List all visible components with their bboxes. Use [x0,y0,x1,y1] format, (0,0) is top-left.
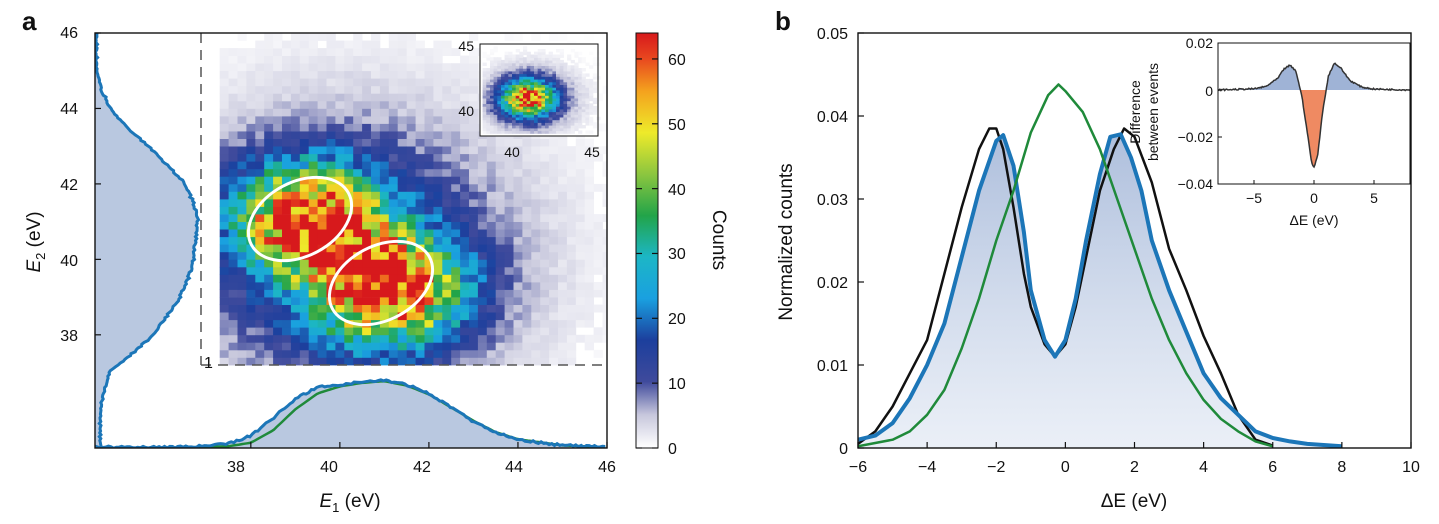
inset-negative-fill [1218,90,1410,167]
b-ytick-label: 0.03 [817,192,848,209]
corner-label: 1 [204,355,213,372]
b-xlabel: ΔE (eV) [1101,491,1168,512]
a-xlabel: E1 (eV) [319,491,380,515]
inset-b-ytick-0.02: 0.02 [1186,35,1213,51]
inset-heatmap-pixels [482,46,601,134]
inset-b-ytick-0: 0 [1205,83,1213,99]
b-ytick-label: 0.04 [817,109,848,126]
cb-tick-20: 20 [668,311,686,328]
b-ylabel: Normalized counts [776,163,797,320]
blue-series-fill [858,134,1342,448]
cb-tick-60: 60 [668,52,686,69]
a-ytick-38: 38 [60,328,78,345]
a-xtick-44: 44 [505,459,523,476]
marginal-y-fill [95,33,199,448]
inset-difference-curve [1218,62,1410,169]
a-xtick-46: 46 [598,459,616,476]
green-series-line [858,83,1274,448]
b-ytick-label: 0.05 [817,26,848,43]
inset-a-ytick-45: 45 [458,38,474,54]
panel-b-series [858,83,1343,448]
panel-a-tickmarks [95,32,608,448]
inset-b-ytick-neg0.02: −0.02 [1178,129,1214,145]
b-xtick-label: 10 [1402,459,1420,476]
a-xtick-40: 40 [320,459,338,476]
cluster-contour-upper [246,175,354,263]
panel-a-axes [94,32,608,449]
panel-a-label: a [22,6,37,36]
colorbar-tickmarks [636,58,658,449]
inset-b-ytick-neg0.04: −0.04 [1178,176,1214,192]
inset-a-xtick-45: 45 [584,144,600,160]
inset-b-xtick-neg5: −5 [1246,190,1262,206]
a-ytick-44: 44 [60,101,78,118]
a-ylabel: E2 (eV) [24,211,48,272]
cb-tick-50: 50 [668,117,686,134]
b-ytick-label: 0.02 [817,275,848,292]
b-xtick-label: 0 [1061,459,1070,476]
inset-b-ylabel-line2: between events [1145,63,1161,161]
marginal-x-fill [95,379,607,448]
b-xtick-label: 8 [1337,459,1346,476]
cb-tick-40: 40 [668,182,686,199]
cb-tick-30: 30 [668,246,686,263]
panel-b-label: b [775,6,791,36]
inset-a-xtick-40: 40 [504,144,520,160]
cluster-contour-lower [327,239,435,327]
panel-b-ticks: −6 −4 −2 0 2 4 6 8 10 0 0.01 0.02 0.03 0.04 0.05 [817,26,1420,476]
blue-series-line [858,132,1343,448]
a-xtick-38: 38 [227,459,245,476]
a-ytick-40: 40 [60,253,78,270]
a-ytick-42: 42 [60,177,78,194]
colorbar-label: Counts [708,210,729,270]
marginal-x-blue-line [95,378,606,448]
b-xtick-label: −2 [987,459,1005,476]
a-ytick-46: 46 [60,25,78,42]
inset-a-ytick-40: 40 [458,103,474,119]
inset-b-ylabel-line1: Difference [1127,80,1143,144]
b-xtick-label: 6 [1268,459,1277,476]
b-xtick-label: 4 [1199,459,1208,476]
b-xtick-label: 2 [1130,459,1139,476]
inset-b-ticks [1218,42,1375,185]
cb-tick-10: 10 [668,376,686,393]
inset-b-xtick-0: 0 [1310,190,1318,206]
b-xtick-label: −6 [849,459,867,476]
inset-b-xtick-5: 5 [1370,190,1378,206]
inset-b-xlabel: ΔE (eV) [1289,212,1338,228]
a-xtick-42: 42 [413,459,431,476]
b-ytick-label: 0.01 [817,358,848,375]
cb-tick-0: 0 [668,441,677,458]
marginal-y-blue-line [95,33,201,448]
b-xtick-label: −4 [918,459,936,476]
colorbar [635,32,659,449]
b-ytick-label: 0 [839,441,848,458]
